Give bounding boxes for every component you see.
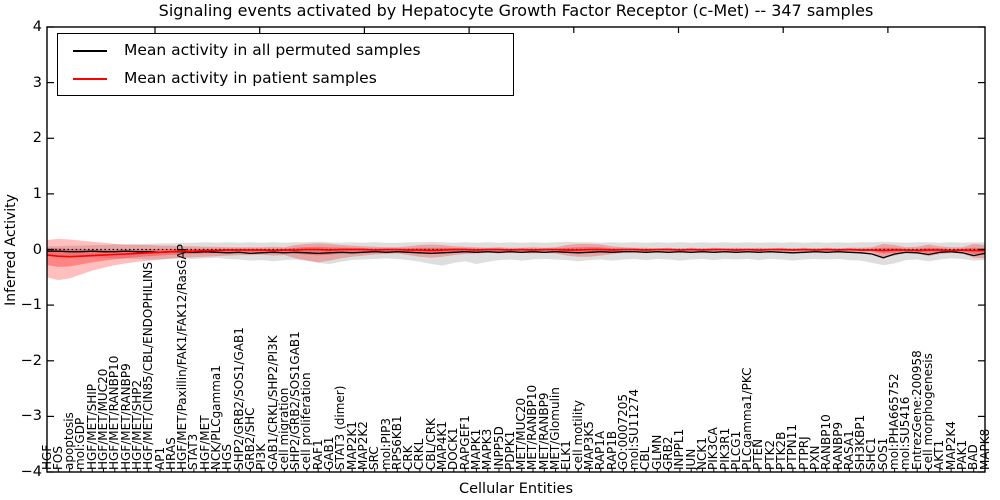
y-tick-label: 3 bbox=[32, 74, 42, 91]
y-tick-label: −3 bbox=[20, 408, 42, 425]
legend-line-permuted-icon bbox=[73, 50, 107, 52]
y-tick-label: −2 bbox=[20, 352, 42, 369]
y-tick-label: −1 bbox=[20, 297, 42, 314]
legend-line-patient-icon bbox=[73, 78, 107, 80]
y-tick-label: 1 bbox=[32, 185, 42, 202]
legend-label-permuted: Mean activity in all permuted samples bbox=[124, 41, 421, 59]
x-tick-label: MAPK8 bbox=[977, 428, 992, 470]
legend-label-patient: Mean activity in patient samples bbox=[124, 69, 377, 87]
x-axis-label: Cellular Entities bbox=[458, 481, 574, 497]
y-tick-label: −4 bbox=[20, 464, 42, 480]
legend-item-permuted: Mean activity in all permuted samples bbox=[58, 37, 513, 65]
legend: Mean activity in all permuted samples Me… bbox=[57, 33, 514, 96]
x-tick-label: HGF/MET/CIN85/CBL/ENDOPHILINS bbox=[141, 262, 156, 470]
y-tick-label: 2 bbox=[32, 130, 42, 147]
legend-item-patient: Mean activity in patient samples bbox=[58, 65, 513, 93]
y-tick-label: 4 bbox=[32, 19, 42, 35]
chart-title: Signaling events activated by Hepatocyte… bbox=[158, 1, 874, 20]
y-tick-label: 0 bbox=[32, 241, 42, 258]
